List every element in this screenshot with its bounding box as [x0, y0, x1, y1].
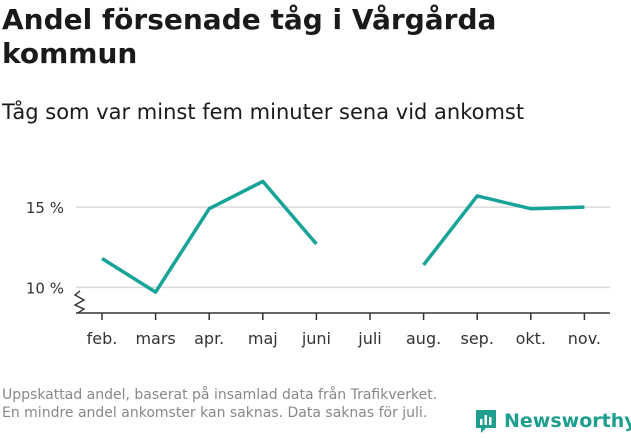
x-tick-label: juli [357, 329, 381, 348]
x-tick-label: maj [248, 329, 278, 348]
chart-badge-icon [476, 410, 496, 433]
chart-title: Andel försenade tåg i Vårgårda kommun [2, 3, 497, 70]
x-tick-label: aug. [406, 329, 441, 348]
brand-name: Newsworthy [504, 410, 631, 432]
chart-subtitle: Tåg som var minst fem minuter sena vid a… [2, 100, 525, 124]
x-tick-label: feb. [87, 329, 118, 348]
newsworthy-logo: Newsworthy [474, 408, 631, 434]
series-line-segment [101, 179, 318, 294]
x-tick-label: okt. [516, 329, 546, 348]
y-tick-label: 15 % [26, 199, 64, 217]
y-tick-label: 10 % [26, 279, 64, 297]
x-tick-label: sep. [460, 329, 493, 348]
footnote: Uppskattad andel, baserat på insamlad da… [2, 387, 438, 421]
x-tick-label: mars [135, 329, 175, 348]
line-chart: 10 % 15 % feb. mars apr. maj juni juli aug. sep. o… [26, 179, 610, 348]
x-tick-label: apr. [194, 329, 224, 348]
series-line-segment [422, 194, 585, 266]
axis-break-mark [73, 290, 86, 314]
x-tick-label: juni [301, 329, 331, 348]
x-tick-label: nov. [568, 329, 601, 348]
